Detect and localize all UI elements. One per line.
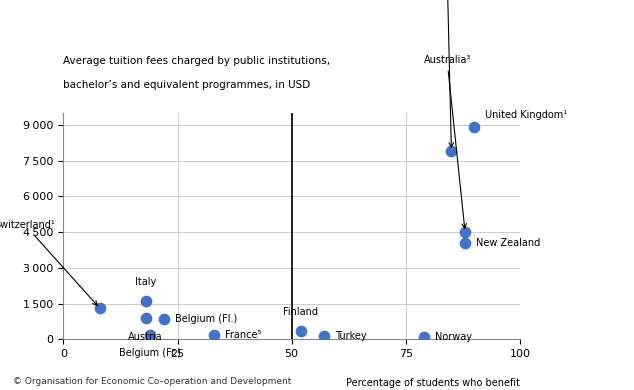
Text: United States²: United States²: [410, 0, 480, 147]
Point: [145, 332, 155, 338]
Text: Norway: Norway: [435, 332, 472, 342]
Text: Percentage of students who benefit
from public loans and/or scholarships/grants: Percentage of students who benefit from …: [302, 378, 520, 390]
Point: [295, 328, 306, 334]
Text: Finland: Finland: [283, 307, 318, 317]
Point: [469, 124, 479, 131]
Text: Belgium (Fr.): Belgium (Fr.): [119, 348, 181, 358]
Point: [460, 240, 470, 246]
Text: Austria: Austria: [128, 332, 163, 342]
Point: [141, 298, 151, 304]
Text: Turkey: Turkey: [335, 331, 366, 341]
Text: © Organisation for Economic Co–operation and Development: © Organisation for Economic Co–operation…: [13, 377, 291, 386]
Point: [419, 334, 429, 340]
Text: Australia³: Australia³: [424, 55, 471, 228]
Text: France⁵: France⁵: [225, 330, 261, 340]
Text: Belgium (Fl.): Belgium (Fl.): [175, 314, 237, 324]
Text: New Zealand: New Zealand: [476, 238, 540, 248]
Point: [318, 333, 328, 339]
Point: [209, 332, 219, 338]
Text: Average tuition fees charged by public institutions,: Average tuition fees charged by public i…: [63, 56, 330, 66]
Text: bachelor’s and equivalent programmes, in USD: bachelor’s and equivalent programmes, in…: [63, 80, 311, 90]
Point: [158, 316, 169, 322]
Text: Italy: Italy: [135, 277, 156, 287]
Point: [141, 315, 151, 321]
Point: [446, 148, 456, 154]
Text: Switzerland¹: Switzerland¹: [0, 220, 97, 305]
Point: [95, 305, 105, 312]
Point: [460, 229, 470, 235]
Text: United Kingdom¹: United Kingdom¹: [486, 110, 567, 121]
